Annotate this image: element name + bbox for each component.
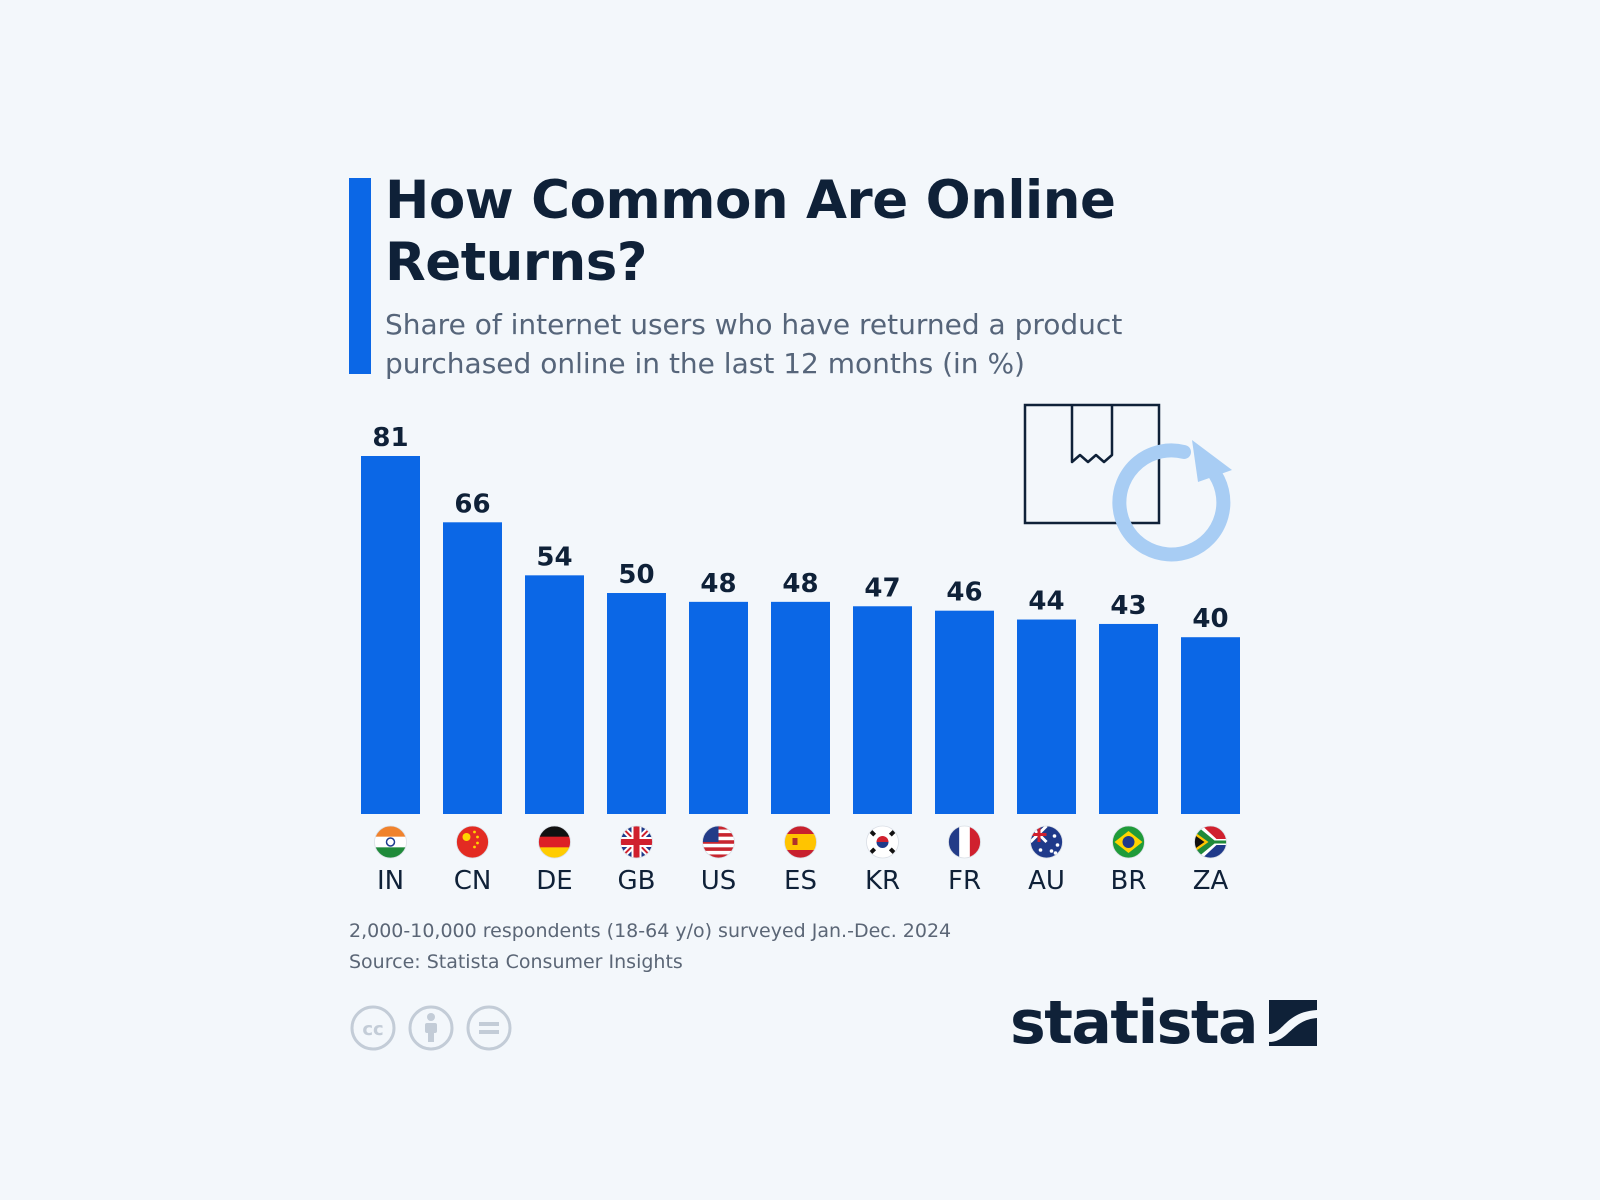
title-accent-bar — [349, 178, 371, 374]
statista-brand: statista — [1010, 988, 1318, 1058]
license-icons: cc — [349, 1004, 513, 1052]
flag-in-icon — [374, 825, 407, 859]
category-label-au: AU — [1028, 866, 1065, 896]
flag-fr-icon — [948, 825, 981, 859]
chart-subtitle: Share of internet users who have returne… — [385, 308, 1123, 380]
package-return-icon — [1023, 403, 1232, 562]
bar-us — [689, 601, 748, 814]
category-label-br: BR — [1111, 866, 1147, 896]
bar-cn — [443, 522, 502, 814]
bar-in — [361, 456, 420, 814]
category-label-gb: GB — [618, 866, 656, 896]
bar-gb — [607, 593, 666, 814]
flag-au-icon — [1030, 825, 1063, 859]
flag-za-icon — [1194, 825, 1227, 859]
value-label-kr: 47 — [864, 573, 900, 603]
flag-kr-icon — [866, 825, 899, 859]
value-label-in: 81 — [372, 423, 408, 453]
bar-br — [1099, 623, 1158, 814]
flag-br-icon — [1112, 825, 1145, 859]
bar-fr — [935, 610, 994, 814]
source-note: Source: Statista Consumer Insights — [349, 951, 683, 973]
attribution-icon[interactable] — [407, 1004, 455, 1052]
category-label-cn: CN — [454, 866, 492, 896]
value-label-es: 48 — [782, 569, 818, 599]
bar-es — [771, 601, 830, 814]
flag-de-icon — [538, 825, 571, 859]
value-label-cn: 66 — [454, 489, 490, 519]
category-label-in: IN — [377, 866, 404, 896]
flag-us-icon — [702, 825, 735, 859]
value-label-br: 43 — [1110, 591, 1146, 621]
chart-title: How Common Are Online Returns? — [385, 170, 1116, 293]
no-derivatives-icon[interactable] — [465, 1004, 513, 1052]
bar-de — [525, 575, 584, 814]
value-label-za: 40 — [1192, 604, 1228, 634]
brand-wordmark: statista — [1010, 988, 1259, 1058]
value-label-au: 44 — [1028, 587, 1064, 617]
statista-logo-mark — [1269, 1000, 1318, 1046]
flag-gb-icon — [620, 825, 653, 859]
category-label-de: DE — [536, 866, 572, 896]
category-label-us: US — [701, 866, 737, 896]
bar-za — [1181, 637, 1240, 814]
bar-kr — [853, 606, 912, 814]
category-label-es: ES — [784, 866, 817, 896]
survey-footnote: 2,000-10,000 respondents (18-64 y/o) sur… — [349, 920, 952, 942]
value-label-gb: 50 — [618, 560, 654, 590]
category-label-fr: FR — [948, 866, 981, 896]
value-label-de: 54 — [536, 542, 572, 572]
cc-icon[interactable]: cc — [349, 1004, 397, 1052]
flag-cn-icon — [456, 825, 489, 859]
bars-layer: 81 IN 66 CN 54 DE 50 GB 48 US 48 ES 47 KR 46 FR 44 AU 43 BR… — [361, 423, 1240, 896]
bar-chart: 81 IN 66 CN 54 DE 50 GB 48 US 48 ES 47 KR 46 FR 44 AU 43 BR… — [361, 423, 1240, 896]
svg-text:cc: cc — [362, 1019, 383, 1040]
value-label-us: 48 — [700, 569, 736, 599]
category-label-za: ZA — [1193, 866, 1229, 896]
value-label-fr: 46 — [946, 578, 982, 608]
category-label-kr: KR — [865, 866, 900, 896]
bar-au — [1017, 619, 1076, 814]
flag-es-icon — [784, 825, 817, 859]
